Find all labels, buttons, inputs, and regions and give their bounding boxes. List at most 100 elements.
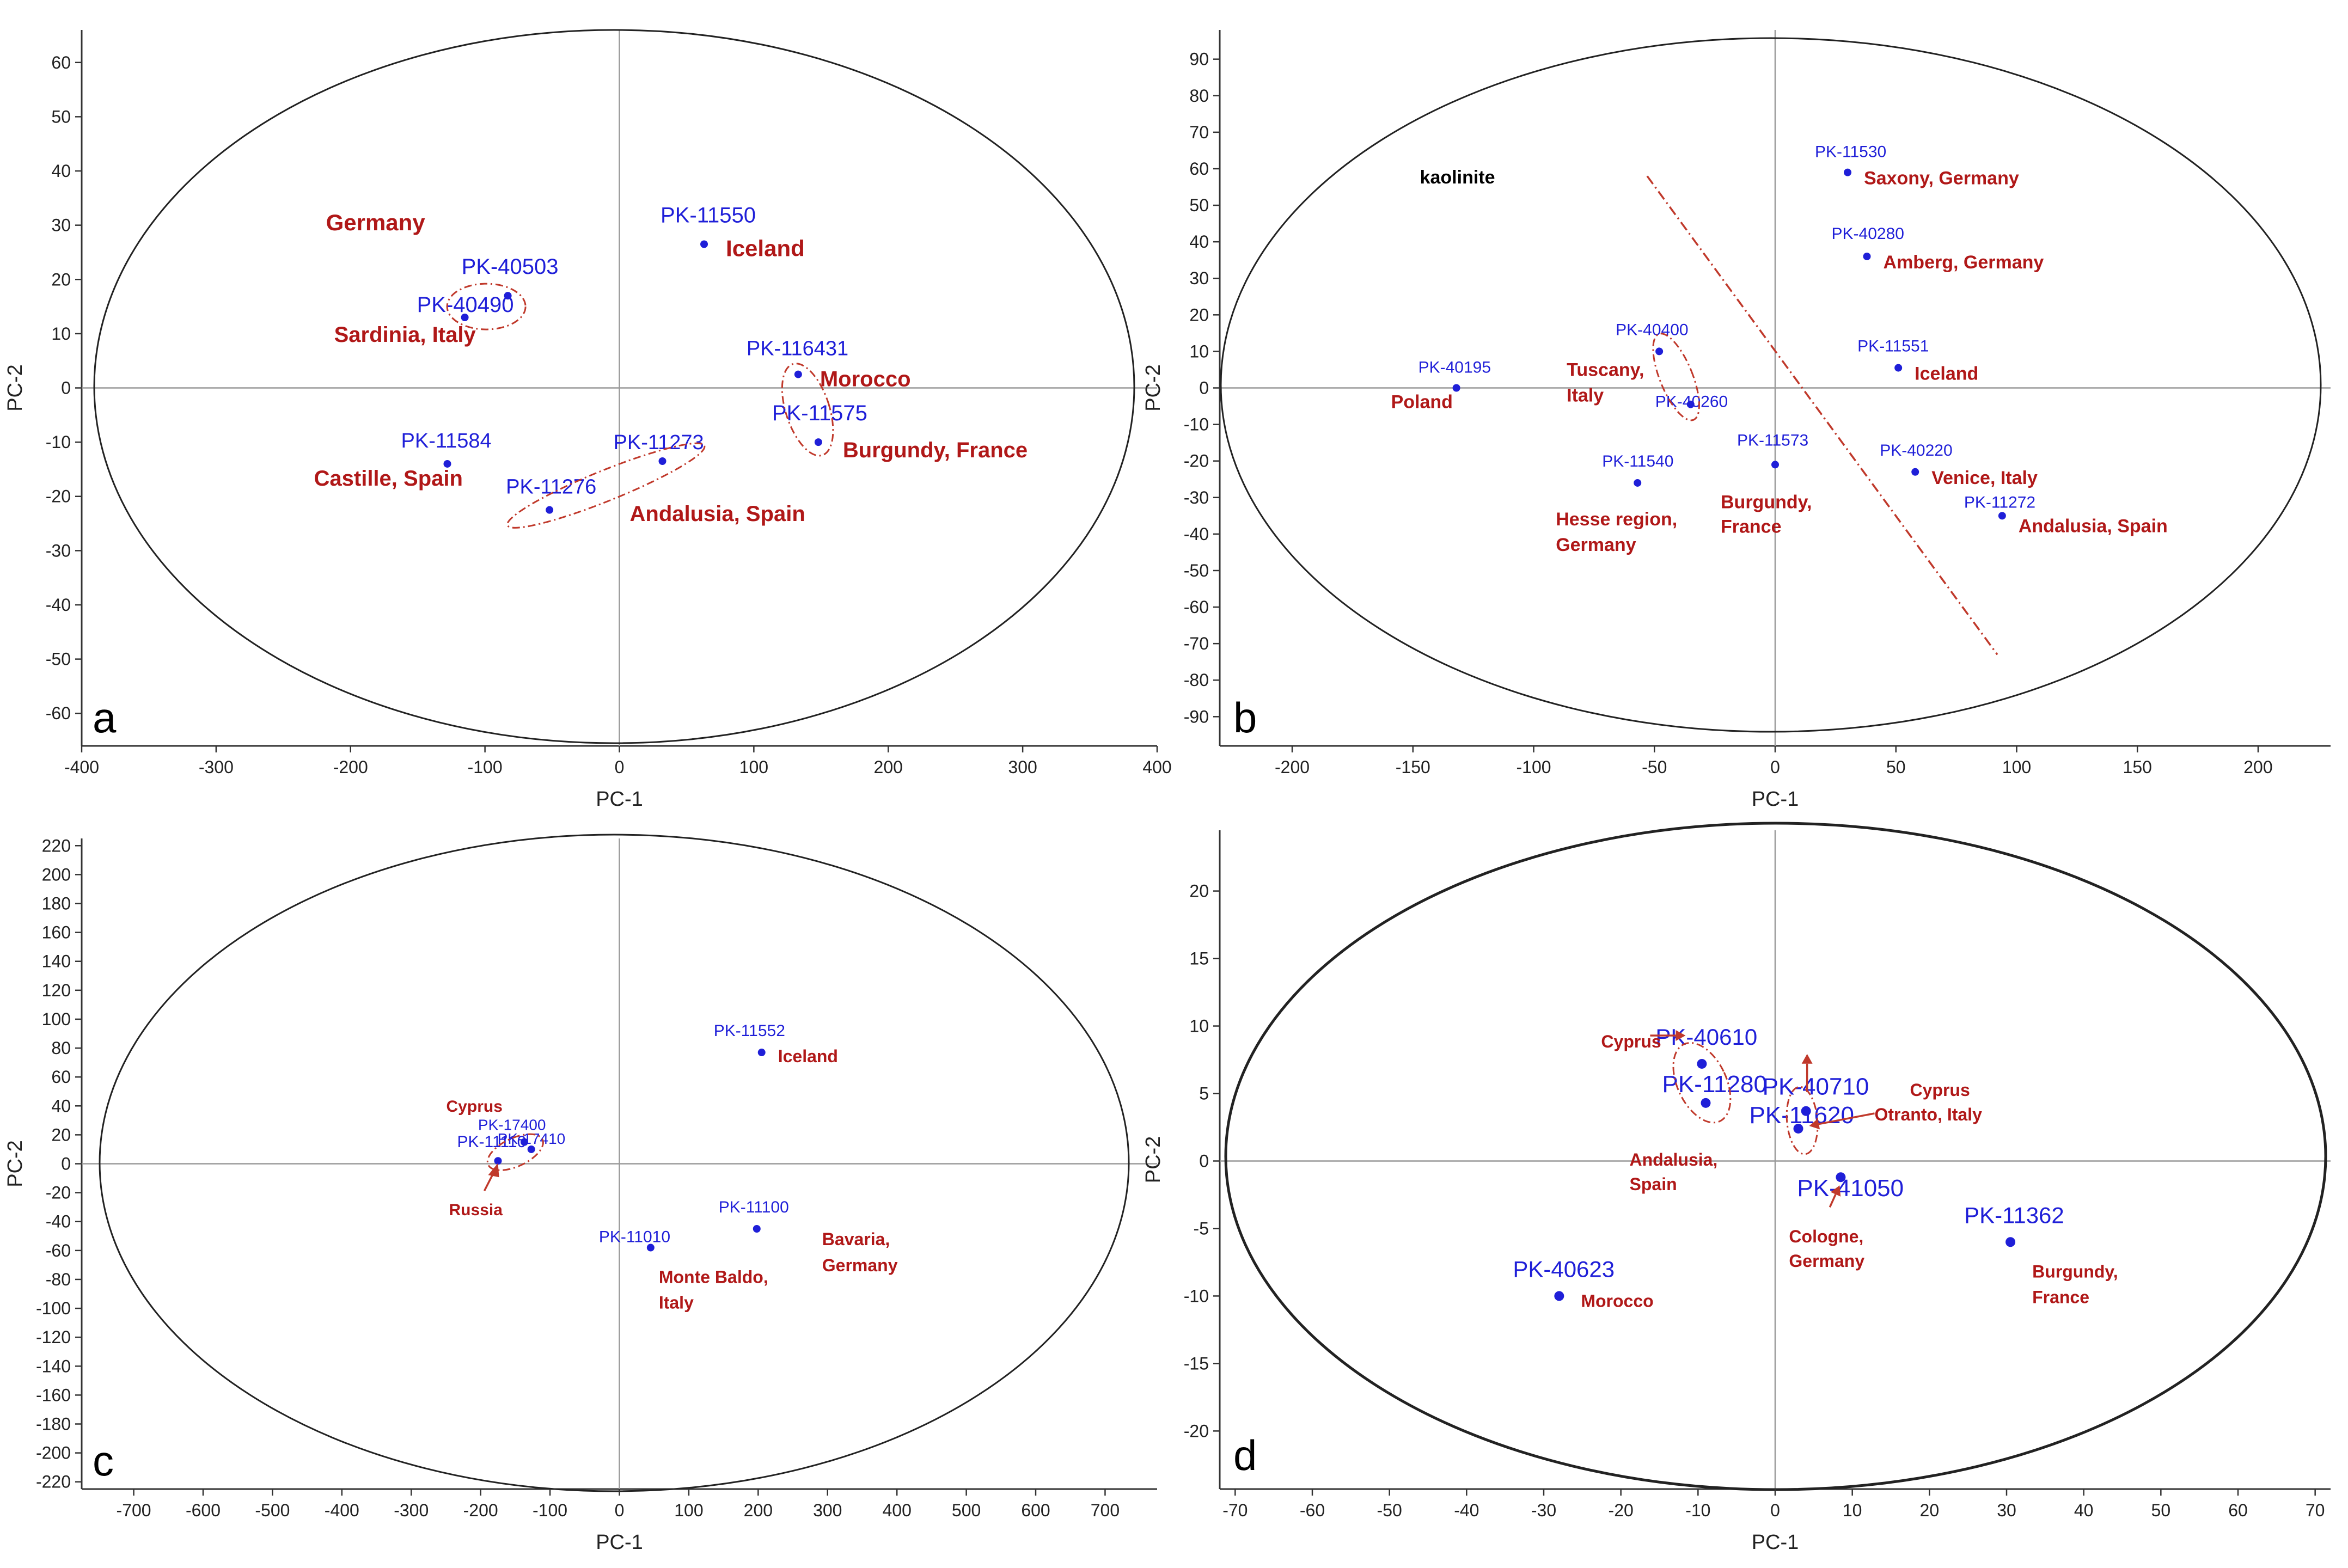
x-axis-title: PC-1	[596, 1531, 643, 1554]
sample-label: PK-11551	[1857, 338, 1929, 356]
y-tick-label: -70	[1184, 634, 1209, 653]
x-tick-label: 400	[882, 1500, 911, 1520]
region-label: Germany	[1789, 1251, 1864, 1271]
region-label: Spain	[1630, 1174, 1677, 1194]
sample-label: PK-11584	[401, 430, 492, 452]
x-tick-label: 150	[2123, 757, 2152, 777]
x-tick-label: 60	[2228, 1500, 2248, 1520]
y-tick-label: 20	[1189, 881, 1209, 901]
x-axis-title: PC-1	[1752, 788, 1799, 811]
x-tick-label: -100	[533, 1500, 567, 1520]
data-point	[1836, 1172, 1846, 1183]
arrow-shaft	[1818, 1112, 1875, 1125]
x-tick-label: 20	[1920, 1500, 1940, 1520]
data-point	[757, 1049, 766, 1057]
x-tick-label: -400	[64, 757, 99, 777]
data-point	[658, 457, 667, 465]
y-tick-label: 200	[42, 865, 71, 884]
sample-label: PK-11573	[1737, 431, 1808, 449]
region-label: Morocco	[820, 367, 911, 391]
arrow-head	[1676, 1030, 1686, 1041]
y-tick-label: 60	[51, 53, 71, 72]
y-tick-label: 40	[1189, 232, 1209, 252]
y-tick-label: 160	[42, 923, 71, 942]
y-tick-label: 20	[51, 270, 71, 289]
region-label: Cyprus	[1910, 1080, 1970, 1100]
x-tick-label: 10	[1843, 1500, 1862, 1520]
y-tick-label: -30	[1184, 488, 1209, 507]
y-tick-label: -40	[46, 1212, 71, 1232]
sample-label: PK-11273	[614, 431, 704, 454]
region-label: Germany	[822, 1255, 898, 1275]
y-tick-label: -60	[46, 1241, 71, 1260]
y-tick-label: -50	[1184, 561, 1209, 580]
x-tick-label: 50	[1886, 757, 1906, 777]
y-tick-label: -40	[1184, 524, 1209, 544]
sample-label: PK-116431	[747, 338, 848, 360]
y-tick-label: -5	[1194, 1218, 1209, 1238]
x-tick-label: -10	[1685, 1500, 1710, 1520]
region-label: Andalusia,	[1630, 1150, 1718, 1169]
sample-label: PK-11550	[661, 204, 756, 228]
region-label: Sardinia, Italy	[334, 323, 476, 347]
x-tick-label: 600	[1021, 1500, 1050, 1520]
y-tick-label: 50	[1189, 195, 1209, 215]
x-tick-label: -150	[1396, 757, 1430, 777]
panel-letter: a	[93, 694, 117, 742]
y-tick-label: -15	[1184, 1353, 1209, 1373]
y-tick-label: -200	[36, 1443, 71, 1463]
y-tick-label: 70	[1189, 122, 1209, 142]
y-tick-label: 30	[1189, 268, 1209, 288]
x-tick-label: -600	[186, 1500, 221, 1520]
sample-label: PK-11272	[1964, 493, 2035, 511]
y-tick-label: -10	[1184, 1286, 1209, 1306]
y-tick-label: -20	[1184, 1421, 1209, 1441]
panel-letter: c	[93, 1437, 114, 1485]
sample-label: PK-40710	[1763, 1074, 1869, 1100]
y-axis-title: PC-2	[1142, 364, 1165, 412]
x-tick-label: -40	[1454, 1500, 1479, 1520]
y-tick-label: 0	[1199, 378, 1209, 398]
data-point	[1771, 461, 1779, 469]
region-label: Russia	[449, 1201, 503, 1219]
hotelling-ellipse	[93, 29, 1135, 744]
data-point	[461, 313, 469, 321]
data-point	[520, 1138, 528, 1146]
sample-label: PK-11280	[1662, 1071, 1767, 1098]
y-tick-label: 30	[51, 216, 71, 235]
arrow-head	[1801, 1054, 1813, 1064]
y-tick-label: 20	[51, 1125, 71, 1144]
y-tick-label: 10	[1189, 341, 1209, 361]
sample-label: PK-11110	[457, 1133, 527, 1151]
arrow-head	[1809, 1118, 1820, 1130]
y-tick-label: 10	[51, 324, 71, 344]
region-label: Iceland	[726, 236, 805, 261]
data-point	[1844, 168, 1852, 176]
x-tick-label: -70	[1222, 1500, 1248, 1520]
group-ellipse	[1652, 333, 1700, 421]
data-point	[1697, 1058, 1707, 1069]
region-label: Germany	[326, 210, 426, 235]
sample-label: PK-11540	[1602, 452, 1673, 470]
x-tick-label: 70	[2306, 1500, 2325, 1520]
y-tick-label: 40	[51, 1096, 71, 1116]
data-point	[1793, 1123, 1803, 1134]
sample-label: PK-11575	[772, 401, 867, 425]
sample-label: PK-17400	[478, 1117, 546, 1134]
sample-label: PK-11276	[506, 476, 596, 499]
sample-label: PK-40195	[1418, 359, 1491, 377]
x-tick-label: 100	[2002, 757, 2031, 777]
x-axis-title: PC-1	[1752, 1531, 1799, 1554]
y-tick-label: -20	[46, 487, 71, 506]
data-point	[1452, 384, 1460, 392]
data-point	[494, 1157, 502, 1165]
x-tick-label: -200	[333, 757, 368, 777]
y-axis-title: PC-2	[4, 364, 27, 412]
region-label: Castille, Spain	[314, 467, 463, 491]
data-point	[1634, 479, 1642, 487]
y-tick-label: -20	[46, 1183, 71, 1203]
sample-label: PK-11362	[1964, 1202, 2064, 1228]
arrow-head	[1830, 1185, 1841, 1197]
sample-label: PK-11530	[1815, 143, 1886, 161]
kaolinite-label: kaolinite	[1420, 167, 1495, 188]
